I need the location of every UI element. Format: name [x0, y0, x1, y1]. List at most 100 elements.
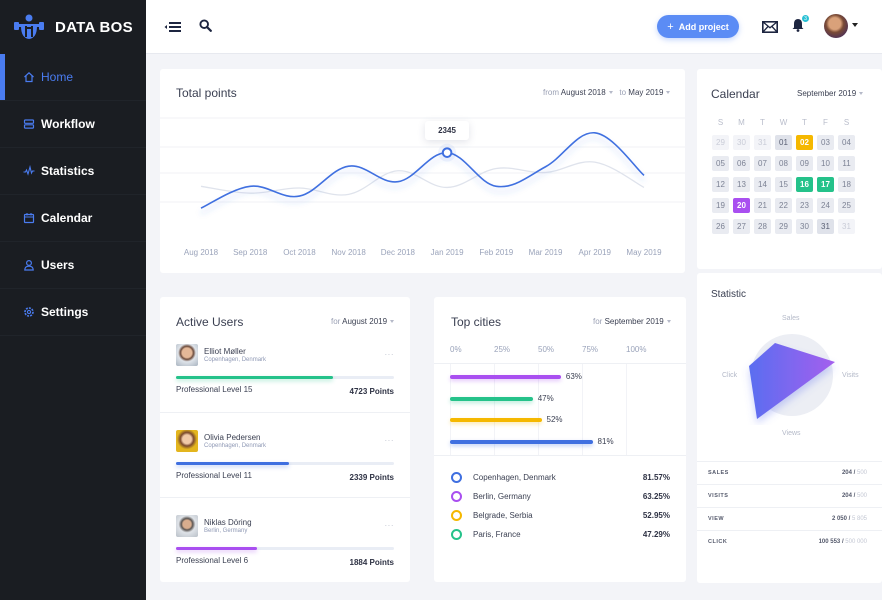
- more-options-icon[interactable]: ···: [384, 436, 394, 445]
- month-value[interactable]: September 2019: [797, 89, 857, 98]
- axis-tick-label: 50%: [538, 345, 555, 354]
- calendar-day[interactable]: 25: [838, 198, 855, 213]
- from-value[interactable]: August 2018: [560, 88, 606, 97]
- calendar-day[interactable]: 12: [712, 177, 729, 192]
- search-icon[interactable]: [199, 19, 212, 37]
- user-location: Copenhagen, Denmark: [204, 443, 267, 449]
- calendar-day[interactable]: 22: [775, 198, 792, 213]
- user-list-item[interactable]: Niklas Döring Berlin, Germany ··· Professio…: [160, 498, 410, 583]
- user-name[interactable]: Elliot Møller: [204, 347, 246, 356]
- city-value: 47.29%: [642, 530, 670, 539]
- calendar-day[interactable]: 13: [733, 177, 750, 192]
- calendar-day[interactable]: 03: [817, 135, 834, 150]
- period-value[interactable]: September 2019: [604, 317, 664, 326]
- active-users-period-selector[interactable]: for August 2019: [331, 317, 395, 326]
- calendar-day[interactable]: 17: [817, 177, 834, 192]
- mail-icon[interactable]: [762, 20, 778, 38]
- city-name: Belgrade, Serbia: [473, 511, 533, 520]
- more-options-icon[interactable]: ···: [384, 350, 394, 359]
- calendar-day[interactable]: 27: [733, 219, 750, 234]
- calendar-day[interactable]: 26: [712, 219, 729, 234]
- x-tick-label: Mar 2019: [528, 248, 563, 257]
- sidebar-item-workflow[interactable]: Workflow: [0, 101, 146, 148]
- avatar[interactable]: [824, 14, 848, 38]
- calendar-day[interactable]: 06: [733, 156, 750, 171]
- calendar-day[interactable]: 04: [838, 135, 855, 150]
- user-level: Professional Level 15: [176, 385, 253, 394]
- city-bar: [450, 418, 542, 422]
- city-legend-item: Paris, France 47.29%: [450, 528, 670, 542]
- calendar-day[interactable]: 09: [796, 156, 813, 171]
- calendar-day[interactable]: 05: [712, 156, 729, 171]
- axis-tick-label: 0%: [450, 345, 462, 354]
- caret-down-icon: [608, 91, 613, 95]
- statistic-value: 2 050 / 5 805: [832, 516, 867, 522]
- month-selector[interactable]: September 2019: [797, 89, 864, 98]
- calendar-day[interactable]: 30: [796, 219, 813, 234]
- highlight-point[interactable]: [441, 147, 453, 158]
- topbar: + Add project 3: [146, 0, 882, 54]
- statistic-total: 500: [856, 493, 867, 499]
- add-project-label: Add project: [678, 21, 729, 32]
- user-list-item[interactable]: Elliot Møller Copenhagen, Denmark ··· Profe…: [160, 333, 410, 413]
- user-photo: [176, 344, 198, 366]
- user-location: Copenhagen, Denmark: [204, 357, 267, 363]
- period-value[interactable]: August 2019: [342, 317, 388, 326]
- calendar-day[interactable]: 28: [754, 219, 771, 234]
- date-range-selector[interactable]: from August 2018 to May 2019: [543, 88, 671, 97]
- user-icon: [23, 259, 35, 271]
- city-bar-label: 81%: [597, 436, 614, 446]
- more-options-icon[interactable]: ···: [384, 521, 394, 530]
- sidebar-item-calendar[interactable]: Calendar: [0, 195, 146, 242]
- to-value[interactable]: May 2019: [628, 88, 664, 97]
- brand-name: DATA BOS: [55, 18, 133, 36]
- calendar-title: Calendar: [711, 87, 760, 101]
- sidebar-item-label: Statistics: [41, 164, 95, 178]
- brand[interactable]: DATA BOS: [0, 0, 146, 54]
- calendar-day[interactable]: 29: [775, 219, 792, 234]
- x-tick-label: Feb 2019: [479, 248, 514, 257]
- calendar-day[interactable]: 10: [817, 156, 834, 171]
- user-name[interactable]: Niklas Döring: [204, 518, 252, 527]
- calendar-day[interactable]: 31: [754, 135, 771, 150]
- statistic-row: SALES 204 / 500: [697, 461, 882, 484]
- calendar-day[interactable]: 02: [796, 135, 813, 150]
- sidebar-item-statistics[interactable]: Statistics: [0, 148, 146, 195]
- calendar-day[interactable]: 08: [775, 156, 792, 171]
- calendar-day[interactable]: 07: [754, 156, 771, 171]
- user-photo: [176, 515, 198, 537]
- statistic-value: 204 / 500: [842, 493, 867, 499]
- user-name[interactable]: Olivia Pedersen: [204, 433, 261, 442]
- calendar-day[interactable]: 21: [754, 198, 771, 213]
- calendar-day[interactable]: 23: [796, 198, 813, 213]
- chevron-down-icon[interactable]: [852, 23, 858, 27]
- calendar-day[interactable]: 16: [796, 177, 813, 192]
- calendar-day[interactable]: 19: [712, 198, 729, 213]
- calendar-day[interactable]: 31: [838, 219, 855, 234]
- add-project-button[interactable]: + Add project: [657, 15, 739, 38]
- calendar-day[interactable]: 24: [817, 198, 834, 213]
- calendar-day[interactable]: 20: [733, 198, 750, 213]
- calendar-day[interactable]: 30: [733, 135, 750, 150]
- statistics-icon: [23, 165, 35, 177]
- sidebar-item-label: Settings: [41, 305, 89, 319]
- sidebar-item-users[interactable]: Users: [0, 242, 146, 289]
- calendar-day[interactable]: 18: [838, 177, 855, 192]
- active-users-title: Active Users: [176, 315, 244, 329]
- user-progress-track: [176, 547, 394, 550]
- sidebar-item-settings[interactable]: Settings: [0, 289, 146, 336]
- calendar-day[interactable]: 15: [775, 177, 792, 192]
- calendar-day[interactable]: 14: [754, 177, 771, 192]
- x-tick-label: Jan 2019: [430, 248, 464, 257]
- city-legend-item: Copenhagen, Denmark 81.57%: [450, 471, 670, 485]
- sidebar-item-home[interactable]: Home: [0, 54, 146, 101]
- calendar-day[interactable]: 31: [817, 219, 834, 234]
- top-cities-period-selector[interactable]: for September 2019: [593, 317, 671, 326]
- x-tick-label: Oct 2018: [283, 248, 316, 257]
- bell-icon[interactable]: 3: [792, 15, 809, 37]
- calendar-day[interactable]: 01: [775, 135, 792, 150]
- calendar-day[interactable]: 11: [838, 156, 855, 171]
- collapse-menu-icon[interactable]: [164, 20, 182, 38]
- user-list-item[interactable]: Olivia Pedersen Copenhagen, Denmark ··· Pro…: [160, 413, 410, 498]
- calendar-day[interactable]: 29: [712, 135, 729, 150]
